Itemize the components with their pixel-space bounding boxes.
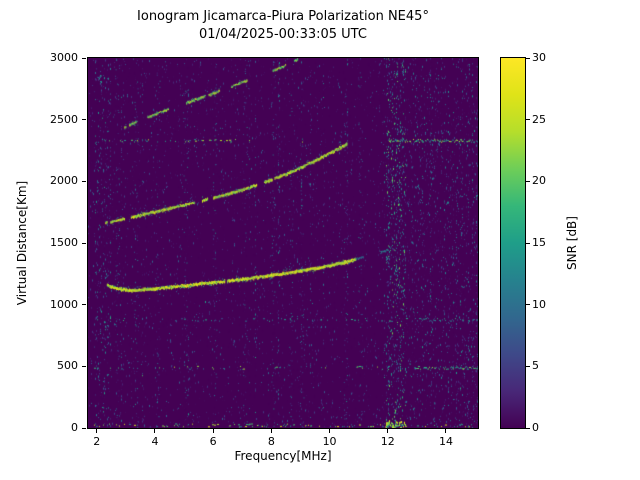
y-tick-label: 2500: [50, 112, 78, 126]
x-tick-label: 2: [93, 435, 101, 448]
y-tick-mark: [82, 57, 86, 59]
colorbar-tick-mark: [526, 427, 530, 429]
chart-title-line1: Ionogram Jicamarca-Piura Polarization NE…: [137, 9, 429, 24]
ionogram-heatmap: [88, 58, 478, 428]
x-tick-mark: [445, 429, 447, 433]
x-tick-label: 12: [380, 435, 395, 448]
y-tick-label: 1500: [50, 236, 78, 249]
chart-title: Ionogram Jicamarca-Piura Polarization NE…: [88, 8, 478, 44]
y-axis-label: Virtual Distance[Km]: [15, 180, 29, 306]
colorbar-tick-label: 10: [532, 297, 546, 311]
colorbar: [500, 57, 526, 429]
y-tick-label: 500: [57, 359, 78, 373]
colorbar-tick-mark: [526, 119, 530, 121]
y-tick-label: 1000: [50, 297, 78, 311]
colorbar-tick-mark: [526, 242, 530, 244]
x-tick-label: 10: [322, 435, 337, 448]
y-tick-label: 2000: [50, 174, 78, 188]
colorbar-tick-mark: [526, 304, 530, 306]
colorbar-tick-mark: [526, 57, 530, 59]
colorbar-tick-label: 20: [532, 174, 546, 188]
y-tick-mark: [82, 119, 86, 121]
x-tick-label: 6: [209, 435, 217, 448]
y-tick-mark: [82, 304, 86, 306]
colorbar-tick-mark: [526, 180, 530, 182]
y-tick-label: 3000: [50, 51, 78, 64]
x-tick-mark: [212, 429, 214, 433]
colorbar-tick-label: 15: [532, 236, 546, 249]
y-tick-mark: [82, 242, 86, 244]
colorbar-tick-mark: [526, 365, 530, 367]
colorbar-tick-label: 0: [532, 421, 539, 434]
x-axis-label: Frequency[MHz]: [234, 449, 332, 463]
colorbar-tick-label: 30: [532, 51, 546, 64]
plot-area: [87, 57, 479, 429]
x-tick-mark: [96, 429, 98, 433]
y-tick-mark: [82, 365, 86, 367]
y-tick-label: 0: [71, 421, 78, 434]
x-tick-label: 14: [438, 435, 453, 448]
chart-title-line2: 01/04/2025-00:33:05 UTC: [199, 27, 367, 42]
x-tick-mark: [154, 429, 156, 433]
y-tick-mark: [82, 180, 86, 182]
x-tick-mark: [387, 429, 389, 433]
x-tick-mark: [329, 429, 331, 433]
colorbar-tick-label: 25: [532, 112, 546, 126]
x-tick-mark: [270, 429, 272, 433]
y-tick-mark: [82, 427, 86, 429]
colorbar-tick-label: 5: [532, 359, 539, 373]
colorbar-label: SNR [dB]: [565, 216, 579, 270]
x-tick-label: 8: [267, 435, 275, 448]
x-tick-label: 4: [151, 435, 159, 448]
